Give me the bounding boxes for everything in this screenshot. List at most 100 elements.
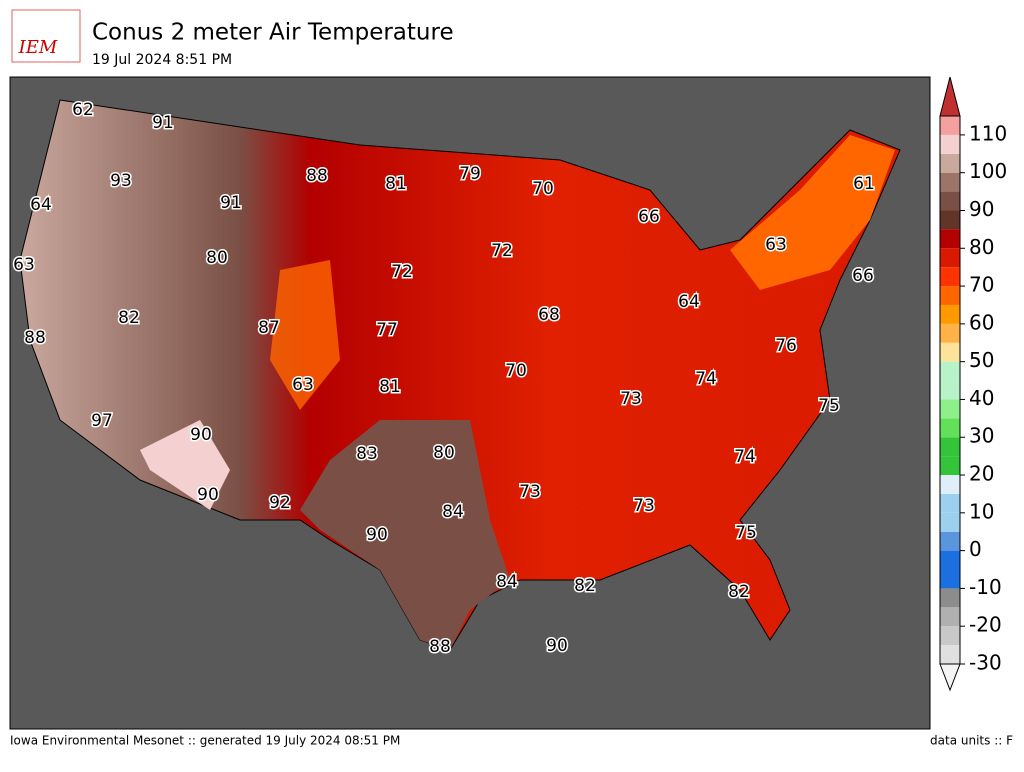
temp-label: 90 xyxy=(366,525,388,545)
temp-label: 92 xyxy=(269,493,291,513)
colorbar-tick-label: 10 xyxy=(969,499,994,523)
temp-label: 91 xyxy=(152,113,174,133)
map-labels: 62 91 93 88 81 79 70 61 64 91 66 63 80 72 72 66 63 82 64 68… xyxy=(12,99,877,659)
texas-region xyxy=(300,420,510,650)
colorbar-tick-label: -10 xyxy=(969,575,1002,599)
temp-label: 82 xyxy=(728,582,750,602)
temp-label: 76 xyxy=(775,336,797,356)
colorbar-bin xyxy=(940,550,960,570)
temp-label: 72 xyxy=(391,262,413,282)
colorbar-tick-label: 100 xyxy=(969,159,1007,183)
colorbar-tick-label: 80 xyxy=(969,235,994,259)
temp-label: 74 xyxy=(695,369,717,389)
colorbar-bin xyxy=(940,380,960,400)
colorbar-bin xyxy=(940,210,960,230)
colorbar: -30 -20 -10 0 10 20 30 40 50 60 70 80 90 100 110 xyxy=(939,76,1007,692)
colorbar-bin xyxy=(940,399,960,419)
temp-label: 70 xyxy=(505,361,527,381)
temp-label: 63 xyxy=(765,235,787,255)
temp-label: 66 xyxy=(638,207,660,227)
temp-label: 79 xyxy=(459,164,481,184)
temp-label: 64 xyxy=(678,292,700,312)
temp-label: 75 xyxy=(818,396,840,416)
temp-label: 73 xyxy=(620,389,642,409)
colorbar-bin xyxy=(940,493,960,513)
colorbar-bin xyxy=(940,418,960,438)
title: Conus 2 meter Air Temperature xyxy=(92,20,454,46)
temp-label: 61 xyxy=(853,174,875,194)
colorbar-tick-label: 40 xyxy=(969,386,994,410)
temp-label: 73 xyxy=(633,496,655,516)
colorbar-bin xyxy=(940,475,960,494)
temp-label: 81 xyxy=(385,174,407,194)
colorbar-tick-label: -20 xyxy=(969,613,1002,637)
temp-label: 80 xyxy=(433,443,455,463)
colorbar-top xyxy=(939,76,961,117)
colorbar-tick-label: 50 xyxy=(969,348,994,372)
colorbar-bin xyxy=(940,229,960,249)
colorbar-bin xyxy=(940,304,960,324)
temp-label: 72 xyxy=(491,241,513,261)
colorbar-bin xyxy=(940,437,960,457)
map xyxy=(9,76,931,730)
temp-label: 68 xyxy=(538,305,560,325)
colorbar-bin xyxy=(940,626,960,646)
colorbar-tick-label: -30 xyxy=(969,651,1002,675)
colorbar-tick-label: 20 xyxy=(969,462,994,486)
temp-label: 90 xyxy=(190,425,212,445)
colorbar-bin xyxy=(940,531,960,551)
temp-label: 97 xyxy=(91,411,113,431)
colorbar-bin xyxy=(940,248,960,268)
colorbar-bin xyxy=(940,153,960,173)
temp-label: 88 xyxy=(429,637,451,657)
colorbar-frame xyxy=(939,115,961,665)
temp-label: 73 xyxy=(519,482,541,502)
temp-label: 70 xyxy=(532,179,554,199)
colorbar-bin xyxy=(940,645,960,664)
temp-label: 80 xyxy=(206,248,228,268)
logo-box xyxy=(11,9,81,63)
northeast-region xyxy=(730,135,895,290)
colorbar-bin xyxy=(940,569,960,589)
temp-label: 88 xyxy=(306,166,328,186)
colorbar-bin xyxy=(940,342,960,362)
temp-label: 88 xyxy=(24,328,46,348)
colorbar-bin xyxy=(940,116,960,135)
footer-right: data units :: F xyxy=(930,734,1013,748)
desert-region xyxy=(140,420,230,510)
temp-label: 90 xyxy=(546,636,568,656)
colorbar-tick-label: 110 xyxy=(969,121,1007,145)
temp-label: 63 xyxy=(292,375,314,395)
colorbar-tick-label: 0 xyxy=(969,537,982,561)
temp-label: 77 xyxy=(376,320,398,340)
colorbar-bottom xyxy=(939,663,961,692)
colorbar-bin xyxy=(940,323,960,343)
temp-label: 64 xyxy=(30,195,52,215)
colorbar-bin xyxy=(940,267,960,287)
colorbar-tick-label: 30 xyxy=(969,424,994,448)
temp-label: 87 xyxy=(258,318,280,338)
temp-label: 63 xyxy=(13,255,35,275)
logo-text: IEM xyxy=(18,37,58,58)
colorbar-bin xyxy=(940,191,960,211)
temp-label: 66 xyxy=(852,266,874,286)
colorbar-bin xyxy=(940,286,960,305)
temp-label: 81 xyxy=(379,377,401,397)
temp-label: 75 xyxy=(735,523,757,543)
temp-label: 82 xyxy=(574,576,596,596)
colorbar-bin xyxy=(940,607,960,627)
colorbar-tick-label: 60 xyxy=(969,310,994,334)
rockies-region xyxy=(270,260,340,410)
temp-label: 62 xyxy=(72,100,94,120)
logo: IEM xyxy=(11,9,81,63)
temp-label: 93 xyxy=(110,171,132,191)
colorbar-tick-label: 70 xyxy=(969,273,994,297)
colorbar-bin xyxy=(940,134,960,154)
colorbar-bin xyxy=(940,456,960,476)
temp-label: 83 xyxy=(356,444,378,464)
colorbar-tick-label: 90 xyxy=(969,197,994,221)
footer-left: Iowa Environmental Mesonet :: generated … xyxy=(10,734,400,748)
colorbar-bin xyxy=(940,361,960,381)
temp-label: 74 xyxy=(734,447,756,467)
